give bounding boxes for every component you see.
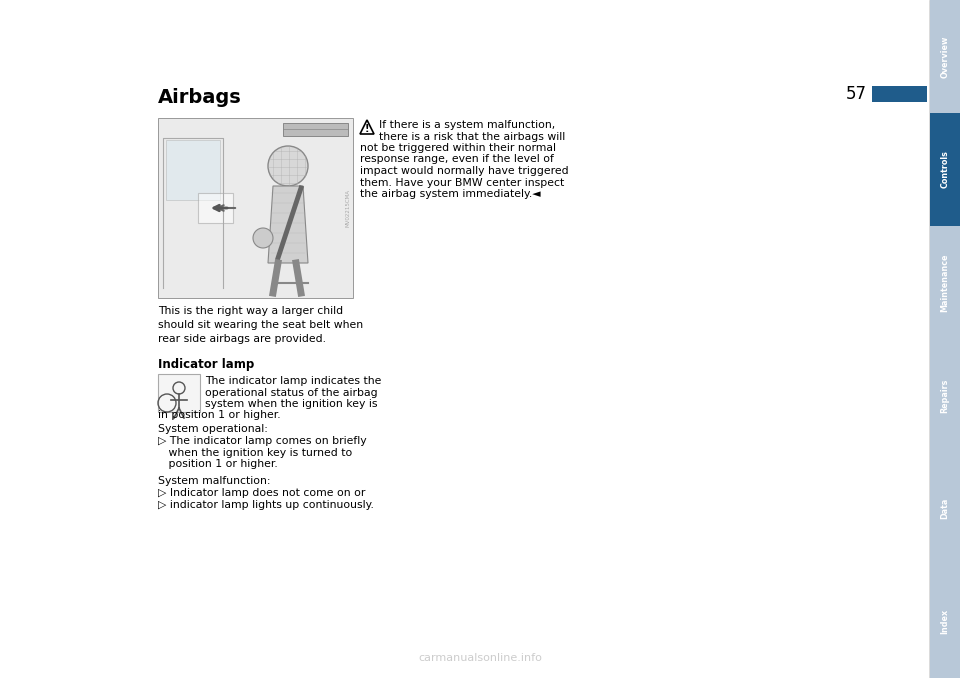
Bar bbox=[872, 86, 927, 102]
Polygon shape bbox=[283, 123, 348, 136]
Text: position 1 or higher.: position 1 or higher. bbox=[158, 459, 277, 469]
Text: when the ignition key is turned to: when the ignition key is turned to bbox=[158, 447, 352, 458]
Text: Index: Index bbox=[941, 609, 949, 634]
Text: system when the ignition key is: system when the ignition key is bbox=[205, 399, 377, 409]
Circle shape bbox=[268, 146, 308, 186]
Bar bbox=[930, 113, 960, 226]
Bar bbox=[158, 374, 200, 412]
Text: carmanualsonline.info: carmanualsonline.info bbox=[418, 653, 542, 663]
Text: operational status of the airbag: operational status of the airbag bbox=[205, 388, 377, 397]
Bar bbox=[158, 118, 353, 298]
Text: Repairs: Repairs bbox=[941, 378, 949, 413]
Text: MV02215CMA: MV02215CMA bbox=[345, 189, 350, 227]
Text: System malfunction:: System malfunction: bbox=[158, 477, 271, 487]
Text: The indicator lamp indicates the: The indicator lamp indicates the bbox=[205, 376, 381, 386]
Text: Overview: Overview bbox=[941, 35, 949, 78]
Text: ▷ The indicator lamp comes on briefly: ▷ The indicator lamp comes on briefly bbox=[158, 436, 367, 446]
Text: 57: 57 bbox=[846, 85, 867, 103]
Circle shape bbox=[253, 228, 273, 248]
Text: Maintenance: Maintenance bbox=[941, 254, 949, 312]
Bar bbox=[166, 140, 220, 200]
Polygon shape bbox=[268, 186, 308, 263]
Text: !: ! bbox=[365, 124, 370, 134]
Text: in position 1 or higher.: in position 1 or higher. bbox=[158, 410, 280, 420]
Text: the airbag system immediately.◄: the airbag system immediately.◄ bbox=[360, 189, 540, 199]
Text: them. Have your BMW center inspect: them. Have your BMW center inspect bbox=[360, 178, 564, 188]
Bar bbox=[930, 226, 960, 339]
Bar bbox=[930, 565, 960, 678]
Bar bbox=[930, 0, 960, 113]
Text: ▷ Indicator lamp does not come on or: ▷ Indicator lamp does not come on or bbox=[158, 488, 366, 498]
Text: Data: Data bbox=[941, 498, 949, 519]
Text: Indicator lamp: Indicator lamp bbox=[158, 358, 254, 371]
Text: Controls: Controls bbox=[941, 151, 949, 188]
Bar bbox=[930, 339, 960, 452]
Bar bbox=[198, 193, 233, 223]
Text: System operational:: System operational: bbox=[158, 424, 268, 435]
Text: If there is a system malfunction,: If there is a system malfunction, bbox=[379, 120, 555, 130]
Text: there is a risk that the airbags will: there is a risk that the airbags will bbox=[379, 132, 565, 142]
Text: response range, even if the level of: response range, even if the level of bbox=[360, 155, 554, 165]
Text: impact would normally have triggered: impact would normally have triggered bbox=[360, 166, 568, 176]
Text: not be triggered within their normal: not be triggered within their normal bbox=[360, 143, 556, 153]
Text: ▷ indicator lamp lights up continuously.: ▷ indicator lamp lights up continuously. bbox=[158, 500, 373, 509]
Bar bbox=[930, 452, 960, 565]
Text: Airbags: Airbags bbox=[158, 88, 242, 107]
Text: This is the right way a larger child
should sit wearing the seat belt when
rear : This is the right way a larger child sho… bbox=[158, 306, 363, 344]
Polygon shape bbox=[360, 120, 374, 134]
